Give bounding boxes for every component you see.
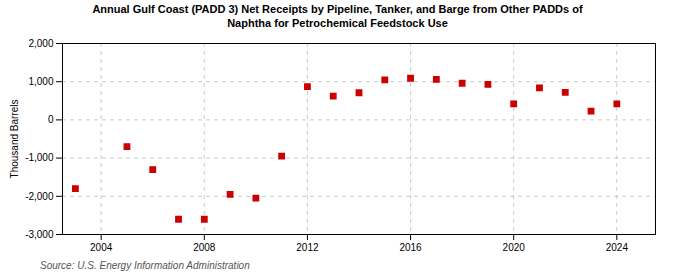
svg-text:2004: 2004	[90, 241, 113, 252]
svg-text:2024: 2024	[606, 241, 629, 252]
svg-text:-2,000: -2,000	[25, 190, 54, 201]
svg-text:2,000: 2,000	[28, 37, 53, 48]
html-text:Annual Gulf Coast (PADD 3) Net: Annual Gulf Coast (PADD 3) Net Receipts …	[92, 3, 583, 29]
html-text:Source: U.S. Energy Informatio: Source: U.S. Energy Information Administ…	[40, 259, 250, 271]
svg-text:1,000: 1,000	[28, 75, 53, 86]
svg-text:-1,000: -1,000	[25, 152, 54, 163]
svg-text:-3,000: -3,000	[25, 228, 54, 239]
svg-text:Thousand Barrels: Thousand Barrels	[9, 99, 20, 178]
svg-text:2016: 2016	[399, 241, 422, 252]
svg-text:0: 0	[48, 114, 54, 125]
svg-text:2020: 2020	[503, 241, 526, 252]
svg-text:2012: 2012	[296, 241, 319, 252]
svg-text:2008: 2008	[193, 241, 216, 252]
